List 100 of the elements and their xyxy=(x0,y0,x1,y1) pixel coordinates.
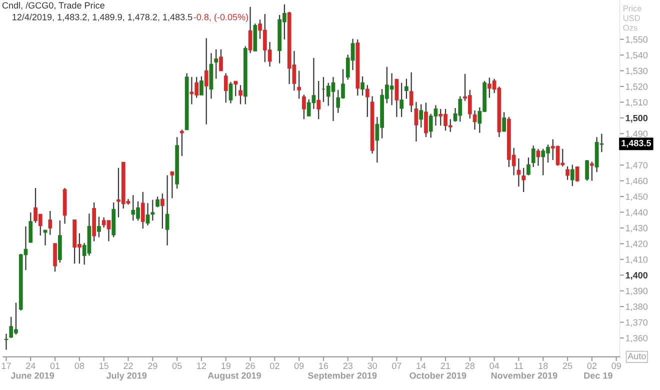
candlestick xyxy=(365,84,370,118)
candlestick xyxy=(316,80,321,120)
candlestick xyxy=(419,104,424,128)
candlestick xyxy=(400,82,404,118)
text: Dec 19 xyxy=(584,372,612,379)
y-tick-label: 1,370 xyxy=(626,319,648,327)
candlestick xyxy=(585,159,589,182)
candlestick xyxy=(238,84,242,105)
y-tick-label: 1,420 xyxy=(626,240,648,248)
candlestick xyxy=(566,166,570,180)
candlestick xyxy=(48,210,52,236)
candlestick xyxy=(516,158,521,187)
candlestick xyxy=(360,76,364,96)
y-tick-label: 1,380 xyxy=(626,304,648,311)
candlestick xyxy=(43,230,48,246)
candlestick xyxy=(204,38,208,125)
candlestick xyxy=(160,192,164,230)
y-tick-label: 1,520 xyxy=(626,83,648,91)
candlestick xyxy=(180,129,184,157)
annotation: -0.8, (-0.05%) xyxy=(194,14,248,22)
x-tick-label: 18 xyxy=(538,362,548,370)
x-tick-label: 22 xyxy=(124,362,133,369)
candlestick xyxy=(214,48,218,80)
x-tick-label: 07 xyxy=(392,362,402,370)
candlestick xyxy=(536,148,540,166)
y-tick-label: 1,510 xyxy=(626,99,648,107)
candlestick xyxy=(522,167,526,192)
candlestick xyxy=(165,174,170,246)
candlestick xyxy=(404,78,408,100)
x-tick-label: 17 xyxy=(2,362,11,369)
x-tick-label: 21 xyxy=(440,362,450,369)
y-tick-label: 1,460 xyxy=(626,178,648,186)
candlestick xyxy=(53,242,57,272)
candlestick xyxy=(424,102,428,138)
candlestick xyxy=(156,196,160,208)
candlestick xyxy=(394,78,399,118)
text: August 2019 xyxy=(208,372,261,381)
candlestick xyxy=(590,161,594,182)
x-tick-label: 11 xyxy=(514,362,523,369)
candlestick xyxy=(526,156,530,176)
x-tick-label: 26 xyxy=(246,362,255,370)
x-tick-label: 19 xyxy=(222,362,230,370)
candlestick xyxy=(219,48,223,72)
candlestick xyxy=(414,101,418,142)
y-tick-label: 1,530 xyxy=(626,68,648,76)
text: Auto xyxy=(628,352,646,360)
candlestick xyxy=(234,80,238,97)
x-tick-label: 01 xyxy=(50,362,60,370)
candlestick xyxy=(140,191,145,230)
candlestick xyxy=(228,81,233,104)
candlestick xyxy=(297,70,302,100)
x-tick-label: 02 xyxy=(270,362,280,370)
x-tick-label: 25 xyxy=(562,362,572,370)
x-tick-label: 29 xyxy=(148,362,158,370)
x-tick-label: 24 xyxy=(26,362,36,369)
x-tick-label: 28 xyxy=(465,362,475,370)
y-tick-label: 1,430 xyxy=(626,224,648,232)
x-tick-label: 09 xyxy=(294,362,304,370)
y-tick-label: 1,470 xyxy=(626,162,648,170)
text: November 2019 xyxy=(491,372,558,379)
x-tick-label: 14 xyxy=(416,362,426,369)
candlestick xyxy=(409,72,414,113)
x-tick-label: 02 xyxy=(587,362,596,370)
candlestick xyxy=(146,202,150,226)
candlestick xyxy=(531,145,536,168)
text: October 2019 xyxy=(410,372,466,379)
y-tick-label: 1,360 xyxy=(626,334,648,342)
text: July 2019 xyxy=(106,372,147,381)
candlestick xyxy=(502,112,506,132)
x-tick-label: 04 xyxy=(490,362,500,370)
text: June 2019 xyxy=(10,372,54,379)
text: 1,483.5 xyxy=(622,140,651,148)
x-tick-label: 16 xyxy=(319,362,328,370)
x-tick-label: 23 xyxy=(343,362,353,370)
candlestick xyxy=(97,216,101,238)
x-tick-label: 08 xyxy=(74,362,84,370)
candlestick xyxy=(570,164,574,187)
candlestick xyxy=(200,76,204,96)
chart-title: Cndl, /GCG0, Trade Price xyxy=(2,2,104,10)
y-tick-label: 1,400 xyxy=(626,272,648,280)
candlestick xyxy=(472,110,477,130)
y-tick-label: 1,390 xyxy=(626,288,648,296)
candlestick xyxy=(4,333,8,350)
candlestick xyxy=(575,166,580,182)
y-tick-label: 1,550 xyxy=(626,36,648,44)
y-tick-label: 1,450 xyxy=(626,193,648,201)
text: September 2019 xyxy=(308,372,377,381)
candlestick xyxy=(28,212,33,244)
x-tick-label: 12 xyxy=(197,362,206,369)
candlestick xyxy=(248,6,252,54)
y-tick-label: 1,500 xyxy=(626,114,648,123)
candlestick xyxy=(302,94,306,120)
y-tick-label: 1,440 xyxy=(626,209,648,217)
text: 12/4/2019, 1,483.2, 1,489.9, 1,478.2, 1,483.5 xyxy=(12,14,192,22)
x-tick-label: 09 xyxy=(612,362,621,370)
y-tick-label: 1,540 xyxy=(626,52,648,60)
x-tick-label: 30 xyxy=(368,362,377,370)
y-tick-label: 1,410 xyxy=(626,256,648,264)
x-tick-label: 05 xyxy=(172,362,182,370)
candlestick xyxy=(224,72,228,104)
